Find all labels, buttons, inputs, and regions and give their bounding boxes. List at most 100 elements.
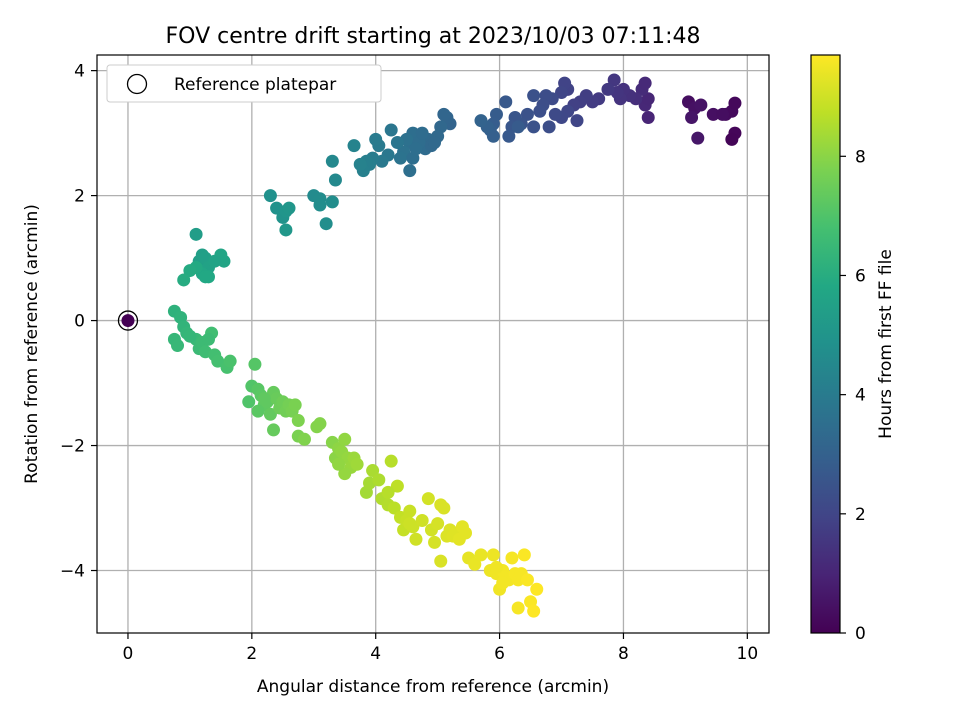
- reference-ring: [117, 310, 139, 331]
- colorbar-tick-label: 4: [855, 386, 866, 406]
- data-point: [390, 479, 404, 493]
- colorbar: 0 2 4 6 8 Hours from first FF file: [810, 54, 896, 644]
- data-point: [319, 217, 333, 231]
- x-tick-label: 8: [618, 644, 629, 664]
- data-point: [288, 398, 302, 412]
- data-point: [502, 129, 516, 143]
- data-point: [171, 339, 185, 353]
- data-point: [486, 548, 500, 562]
- x-tick-label: 4: [370, 644, 381, 664]
- colorbar-tick-label: 6: [855, 266, 866, 286]
- data-point: [638, 76, 652, 90]
- data-point: [248, 357, 262, 371]
- data-point: [183, 264, 197, 278]
- data-point: [257, 392, 271, 406]
- colorbar-tick-label: 2: [855, 505, 866, 525]
- data-point: [338, 432, 352, 446]
- data-point: [263, 189, 277, 203]
- chart-title: FOV centre drift starting at 2023/10/03 …: [166, 24, 701, 49]
- data-point: [366, 464, 380, 478]
- data-point: [542, 120, 556, 134]
- data-point: [201, 270, 215, 284]
- y-tick-label: 2: [74, 187, 85, 207]
- legend-box: [106, 64, 382, 103]
- data-point: [511, 120, 525, 134]
- data-point: [208, 254, 222, 268]
- data-point: [390, 135, 404, 149]
- y-tick-label: 4: [74, 62, 85, 82]
- y-tick-label: −2: [60, 437, 85, 457]
- x-axis-label: Angular distance from reference (arcmin): [257, 677, 609, 697]
- data-point: [496, 576, 510, 590]
- data-point: [251, 404, 265, 418]
- colorbar-gradient: [810, 54, 841, 634]
- data-point: [428, 135, 442, 149]
- data-point: [381, 485, 395, 499]
- data-point: [415, 126, 429, 140]
- data-point: [338, 467, 352, 481]
- data-point: [434, 554, 448, 568]
- data-point: [177, 273, 191, 287]
- data-point: [474, 114, 488, 128]
- data-point: [601, 82, 615, 96]
- data-point: [384, 454, 398, 468]
- data-point: [474, 548, 488, 562]
- data-point: [489, 560, 503, 574]
- data-point: [505, 551, 519, 565]
- data-point: [716, 107, 730, 121]
- x-tick-label: 2: [246, 644, 257, 664]
- legend: Reference platepar: [106, 64, 382, 103]
- data-point: [297, 432, 311, 446]
- data-point: [527, 604, 541, 618]
- data-point: [332, 457, 346, 471]
- data-point: [437, 501, 451, 515]
- data-point: [325, 195, 339, 209]
- data-point: [706, 107, 720, 121]
- x-axis-ticks: 0 2 4 6 8 10: [123, 633, 759, 664]
- data-point: [428, 535, 442, 549]
- data-point: [409, 142, 423, 156]
- data-point: [548, 107, 562, 121]
- data-point: [409, 532, 423, 546]
- x-tick-label: 10: [737, 644, 759, 664]
- data-point: [347, 139, 361, 153]
- legend-marker: [126, 73, 148, 95]
- data-point: [387, 501, 401, 515]
- data-point: [372, 473, 386, 487]
- data-point: [313, 198, 327, 212]
- data-point: [694, 98, 708, 112]
- colorbar-ticks: 0 2 4 6 8: [840, 147, 866, 644]
- data-point: [691, 131, 705, 145]
- data-point: [641, 92, 655, 106]
- x-tick-label: 6: [494, 644, 505, 664]
- data-point: [725, 132, 739, 146]
- data-point: [393, 151, 407, 165]
- data-point: [328, 173, 342, 187]
- data-point: [211, 354, 225, 368]
- data-point: [468, 557, 482, 571]
- data-point: [263, 407, 277, 421]
- data-point: [530, 582, 544, 596]
- data-point: [291, 414, 305, 428]
- data-point: [421, 492, 435, 506]
- data-point: [511, 601, 525, 615]
- data-point: [350, 457, 364, 471]
- data-point: [437, 107, 451, 121]
- data-point: [310, 420, 324, 434]
- data-point: [459, 526, 473, 540]
- data-point: [607, 73, 621, 87]
- data-point: [685, 110, 699, 124]
- data-point: [353, 157, 367, 171]
- data-point: [183, 329, 197, 343]
- data-point: [384, 123, 398, 137]
- data-point: [431, 517, 445, 531]
- data-point: [267, 423, 281, 437]
- data-point: [242, 395, 256, 409]
- data-points: [167, 73, 742, 618]
- data-point: [499, 95, 513, 109]
- data-point: [486, 129, 500, 143]
- y-axis-ticks: −4 −2 0 2 4: [60, 62, 97, 582]
- data-point: [201, 332, 215, 346]
- colorbar-label: Hours from first FF file: [876, 249, 896, 439]
